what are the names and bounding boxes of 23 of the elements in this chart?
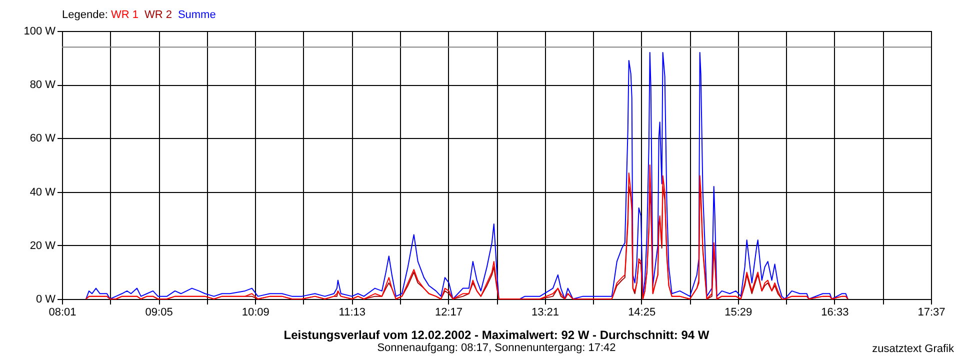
x-tick-label: 09:05 <box>145 306 173 318</box>
text: Leistungsverlauf vom 12.02.2002 - Maximalwert: 92 W - Durchschnitt: 94 W <box>282 328 710 342</box>
x-tick-label: 12:17 <box>434 306 462 318</box>
x-tick-label: 17:37 <box>918 306 946 318</box>
text: Summe <box>178 9 216 21</box>
text: WR 1 <box>110 9 138 21</box>
legend-title: Legende: <box>62 9 109 21</box>
y-tick-label: 0 W <box>36 294 56 306</box>
y-tick-label: 40 W <box>30 186 56 198</box>
x-tick-label: 13:21 <box>532 306 560 318</box>
text: zusatztext Grafik <box>872 343 954 355</box>
text: WR 2 <box>144 9 172 21</box>
x-tick-label: 16:33 <box>821 306 849 318</box>
x-tick-label: 10:09 <box>242 306 270 318</box>
y-tick-label: 60 W <box>30 132 56 145</box>
x-tick-label: 15:29 <box>724 306 752 318</box>
y-tick-label: 100 W <box>24 26 56 38</box>
x-tick-label: 08:01 <box>48 306 76 318</box>
x-tick-label: 11:13 <box>338 306 366 318</box>
x-tick-label: 14:25 <box>628 306 656 318</box>
y-tick-label: 80 W <box>30 79 56 92</box>
y-tick-label: 20 W <box>30 240 56 252</box>
text: Sonnenaufgang: 08:17, Sonnenuntergang: 17:42 <box>377 342 616 354</box>
